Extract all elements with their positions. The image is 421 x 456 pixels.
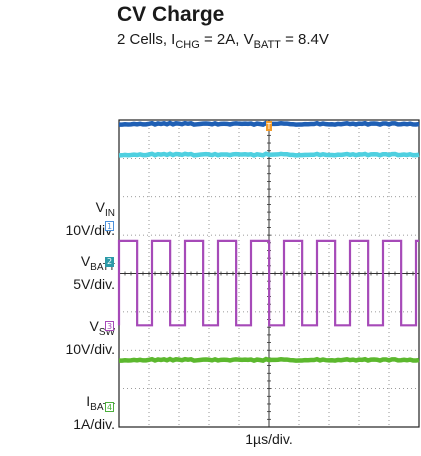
channel-2-label: VBATT 5V/div.: [73, 253, 115, 292]
channel-3-marker: 3: [105, 321, 114, 331]
trigger-marker: [266, 121, 272, 131]
channel-2-marker: 2: [105, 257, 114, 267]
channel-1-label: VIN 10V/div.: [65, 199, 115, 238]
channel-4-label: IBATT 1A/div.: [73, 393, 115, 432]
channel-2-scale: 5V/div.: [73, 275, 115, 292]
chart-subtitle: 2 Cells, ICHG = 2A, VBATT = 8.4V: [117, 31, 329, 51]
time-scale-label: 1µs/div.: [245, 431, 293, 447]
trace-channel-4: [118, 356, 420, 364]
channel-4-marker: 4: [105, 402, 114, 412]
chart-title: CV Charge: [117, 3, 225, 26]
trace-channel-3: [117, 239, 419, 327]
channel-1-marker: 1: [105, 221, 114, 231]
channel-4-scale: 1A/div.: [73, 415, 115, 432]
trace-channel-2: [118, 151, 420, 158]
channel-3-scale: 10V/div.: [65, 340, 115, 357]
channel-3-label: VSW 10V/div.: [65, 318, 115, 357]
channel-1-scale: 10V/div.: [65, 221, 115, 238]
trigger-marker-label: T: [266, 122, 272, 131]
